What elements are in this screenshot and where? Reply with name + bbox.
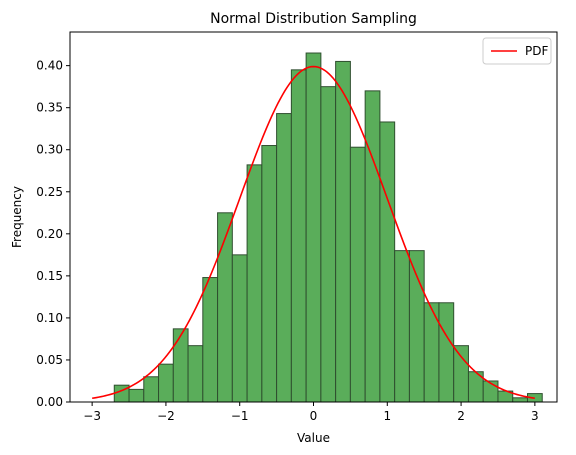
histogram-bar xyxy=(290,69,307,403)
y-tick-label: 0.30 xyxy=(36,143,63,157)
histogram-bar xyxy=(172,328,189,403)
x-axis-label: Value xyxy=(297,431,330,445)
y-tick-label: 0.35 xyxy=(36,101,63,115)
histogram-bar xyxy=(482,380,499,403)
histogram-bar xyxy=(379,121,396,403)
histogram-bar xyxy=(364,90,381,403)
x-tick-label: 0 xyxy=(310,409,318,423)
histogram-bar xyxy=(320,86,337,403)
x-axis-ticks: −3 −2 −1 0 1 2 3 xyxy=(83,402,539,423)
histogram-bar xyxy=(158,363,174,403)
histogram-bar xyxy=(187,345,204,403)
histogram-bar xyxy=(217,212,233,403)
legend: PDF xyxy=(482,37,552,65)
histogram-bar xyxy=(261,145,278,403)
histogram-bar xyxy=(453,345,469,403)
x-tick-label: 2 xyxy=(457,409,465,423)
histogram-bar xyxy=(335,60,351,403)
histogram-bar xyxy=(305,52,322,403)
x-tick-label: 1 xyxy=(383,409,391,423)
y-tick-label: 0.05 xyxy=(36,353,63,367)
y-tick-label: 0.15 xyxy=(36,269,63,283)
histogram-bar xyxy=(394,250,410,403)
x-tick-label: −2 xyxy=(157,409,175,423)
histogram-bar xyxy=(438,302,455,403)
chart-title: Normal Distribution Sampling xyxy=(210,11,417,27)
pdf-curve xyxy=(92,65,535,400)
legend-label-pdf: PDF xyxy=(525,44,548,58)
histogram-bar xyxy=(349,146,366,403)
histogram-bar xyxy=(408,250,425,403)
y-axis-label: Frequency xyxy=(10,186,24,248)
histogram-bars xyxy=(113,52,543,403)
y-tick-label: 0.40 xyxy=(36,59,63,73)
y-tick-label: 0.20 xyxy=(36,227,63,241)
histogram-bar xyxy=(276,113,292,403)
y-axis-ticks: 0.00 0.05 0.10 0.15 0.20 0.25 0.30 0.35 0.40 xyxy=(36,59,70,409)
x-tick-label: −1 xyxy=(231,409,249,423)
histogram-bar xyxy=(128,388,145,403)
pdf-curve-group xyxy=(92,65,535,400)
histogram-bar xyxy=(143,376,160,403)
histogram-bar xyxy=(246,164,263,403)
x-tick-label: −3 xyxy=(83,409,101,423)
y-tick-label: 0.00 xyxy=(36,395,63,409)
histogram-bar xyxy=(231,254,248,403)
x-tick-label: 3 xyxy=(531,409,539,423)
histogram-bar xyxy=(202,277,219,403)
histogram-bar xyxy=(512,397,528,403)
y-tick-label: 0.10 xyxy=(36,311,63,325)
y-tick-label: 0.25 xyxy=(36,185,63,199)
